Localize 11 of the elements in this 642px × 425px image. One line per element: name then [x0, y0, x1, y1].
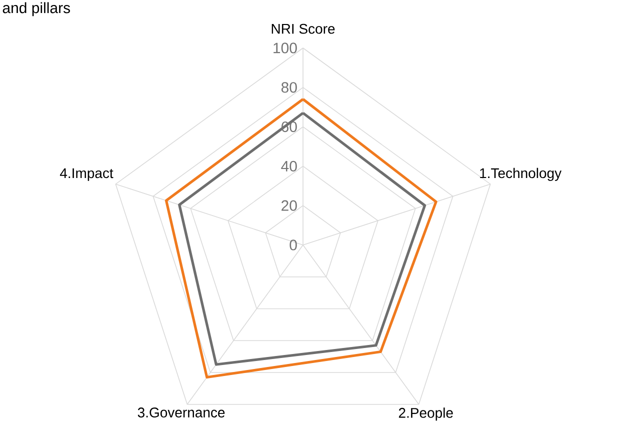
chart-title: and pillars [2, 2, 70, 16]
y-tick-label: 40 [281, 160, 297, 172]
spoke-label: 4.Impact [60, 168, 114, 181]
y-tick-label: 0 [290, 240, 297, 250]
spoke-label: 3.Governance [138, 408, 225, 418]
y-tick-label: 100 [274, 42, 297, 54]
y-tick-label: 80 [281, 82, 297, 93]
y-tick-label: 20 [282, 200, 297, 211]
spoke-label: 1.Technology [480, 168, 562, 181]
spoke-label: 2.People [398, 408, 453, 421]
spoke-label: NRI Score [272, 24, 335, 34]
